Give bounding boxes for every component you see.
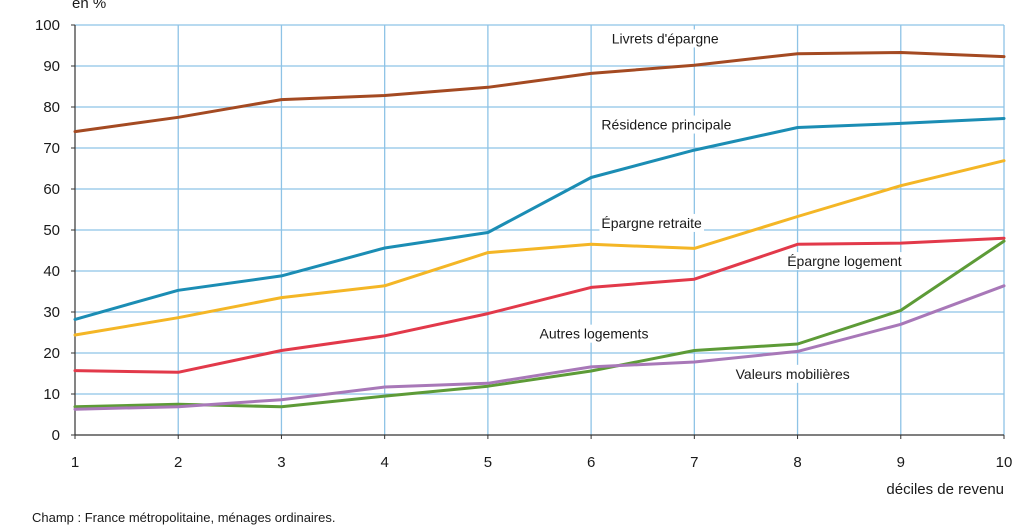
series-label-2: Épargne retraite (601, 215, 702, 231)
x-axis-ticks: 1 2 3 4 5 6 7 8 9 10 (71, 435, 1013, 471)
series-line-3 (73, 236, 1006, 374)
x-tick-label-10: 10 (996, 454, 1013, 471)
series-label-background-4 (537, 324, 651, 343)
x-tick-label-1: 1 (71, 454, 79, 471)
x-tick-label-9: 9 (897, 454, 905, 471)
y-tick-label-70: 70 (43, 140, 60, 157)
footnote: Champ : France métropolitaine, ménages o… (32, 510, 336, 525)
y-tick-label-40: 40 (43, 263, 60, 280)
x-tick-label-3: 3 (277, 454, 285, 471)
series-label-background-3 (785, 252, 904, 271)
x-tick-label-4: 4 (380, 454, 388, 471)
series-label-background-5 (733, 364, 852, 383)
x-tick-label-7: 7 (690, 454, 698, 471)
y-tick-label-20: 20 (43, 345, 60, 362)
y-tick-label-100: 100 (35, 17, 60, 34)
series-label-background-1 (599, 115, 734, 134)
series-lines (73, 51, 1006, 411)
x-tick-label-6: 6 (587, 454, 595, 471)
series-line-1 (73, 117, 1006, 321)
series-label-1: Résidence principale (601, 117, 731, 133)
grid-lines (75, 24, 1005, 435)
y-axis-ticks: 0 10 20 30 40 50 60 70 80 90 100 (35, 17, 75, 444)
y-tick-label-60: 60 (43, 181, 60, 198)
series-line-5 (73, 284, 1006, 411)
series-label-0: Livrets d'épargne (612, 30, 719, 46)
y-tick-label-90: 90 (43, 58, 60, 75)
y-tick-label-50: 50 (43, 222, 60, 239)
series-line-4 (73, 239, 1006, 409)
y-tick-label-10: 10 (43, 386, 60, 403)
series-line-2 (73, 159, 1006, 337)
y-tick-label-0: 0 (52, 427, 60, 444)
series-line-0 (73, 51, 1006, 134)
x-tick-label-5: 5 (484, 454, 492, 471)
series-label-3: Épargne logement (787, 253, 902, 269)
series-label-5: Valeurs mobilières (736, 366, 850, 382)
y-axis-label: en % (72, 0, 106, 12)
series-label-4: Autres logements (540, 326, 649, 342)
x-axis-label: déciles de revenu (886, 481, 1004, 498)
x-tick-label-8: 8 (793, 454, 801, 471)
series-labels: Livrets d'épargne Résidence principale Épa… (537, 29, 904, 383)
series-label-background-0 (609, 29, 721, 48)
x-tick-label-2: 2 (174, 454, 182, 471)
y-tick-label-30: 30 (43, 304, 60, 321)
series-label-background-2 (599, 213, 705, 232)
y-tick-label-80: 80 (43, 99, 60, 116)
